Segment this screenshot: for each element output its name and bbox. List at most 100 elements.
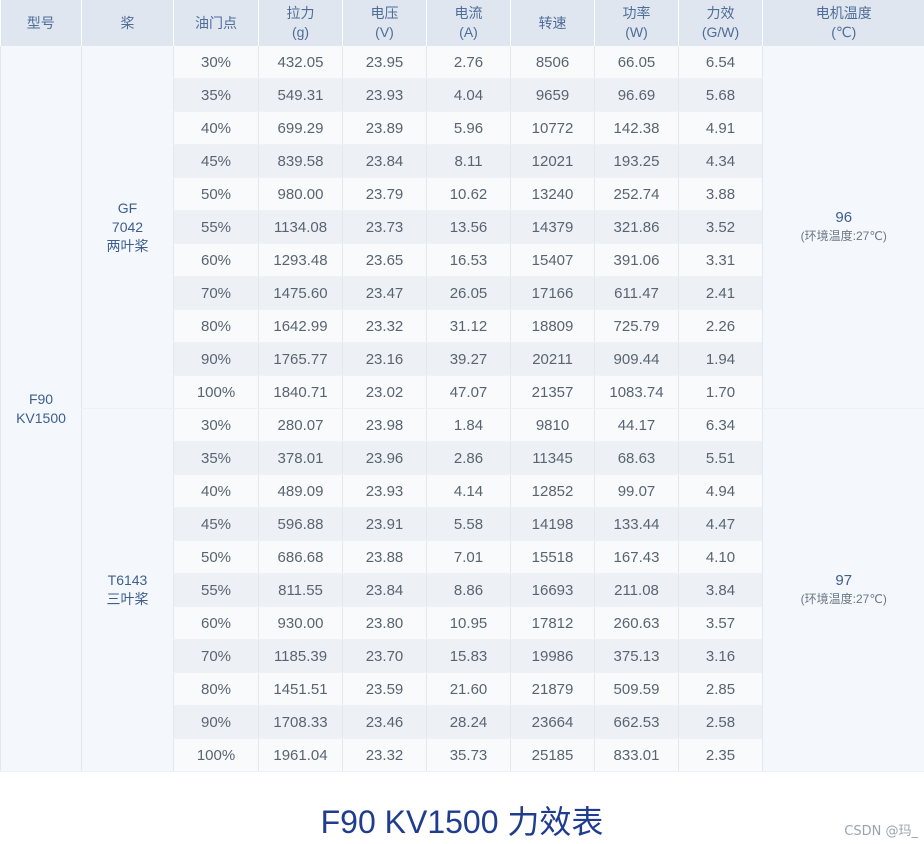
efficiency-cell: 6.54 (678, 46, 763, 79)
current-cell: 16.53 (426, 243, 511, 277)
throttle-cell: 45% (173, 507, 259, 541)
throttle-cell: 60% (173, 243, 259, 277)
header-thrust: 拉力 (g) (258, 0, 343, 46)
efficiency-cell: 4.34 (678, 144, 763, 178)
power-cell: 611.47 (594, 276, 679, 310)
efficiency-cell: 2.41 (678, 276, 763, 310)
efficiency-cell: 4.91 (678, 111, 763, 145)
rpm-cell: 17812 (510, 606, 595, 640)
rpm-cell: 21357 (510, 375, 595, 409)
thrust-cell: 280.07 (258, 408, 343, 442)
power-cell: 375.13 (594, 639, 679, 673)
voltage-cell: 23.84 (342, 144, 427, 178)
voltage-cell: 23.46 (342, 705, 427, 739)
table-row: 45% 839.58 23.84 8.11 12021 193.25 4.34 (1, 144, 924, 178)
thrust-cell: 1475.60 (258, 276, 343, 310)
thrust-cell: 489.09 (258, 474, 343, 508)
table-row: 70% 1475.60 23.47 26.05 17166 611.47 2.41 (1, 276, 924, 310)
throttle-cell: 100% (173, 738, 259, 772)
current-cell: 2.76 (426, 46, 511, 79)
efficiency-cell: 2.35 (678, 738, 763, 772)
thrust-cell: 1840.71 (258, 375, 343, 409)
voltage-cell: 23.59 (342, 672, 427, 706)
table-row: 80% 1451.51 23.59 21.60 21879 509.59 2.85 (1, 672, 924, 706)
efficiency-cell: 4.94 (678, 474, 763, 508)
power-cell: 66.05 (594, 46, 679, 79)
thrust-cell: 1293.48 (258, 243, 343, 277)
table-row: T6143 三叶桨 30% 280.07 23.98 1.84 9810 44.17 6.34 9… (1, 408, 924, 772)
power-cell: 1083.74 (594, 375, 679, 409)
rpm-cell: 15407 (510, 243, 595, 277)
efficiency-cell: 1.70 (678, 375, 763, 409)
efficiency-cell: 6.34 (678, 408, 763, 442)
motor-temp-value: 97 (835, 572, 853, 589)
efficiency-cell: 5.51 (678, 441, 763, 475)
thrust-cell: 930.00 (258, 606, 343, 640)
throttle-cell: 40% (173, 474, 259, 508)
thrust-cell: 686.68 (258, 540, 343, 574)
table-row: 60% 930.00 23.80 10.95 17812 260.63 3.57 (1, 606, 924, 640)
voltage-cell: 23.73 (342, 210, 427, 244)
efficiency-cell: 2.85 (678, 672, 763, 706)
table-row: 45% 596.88 23.91 5.58 14198 133.44 4.47 (1, 507, 924, 541)
throttle-cell: 35% (173, 441, 259, 475)
thrust-cell: 1134.08 (258, 210, 343, 244)
current-cell: 2.86 (426, 441, 511, 475)
power-cell: 833.01 (594, 738, 679, 772)
current-cell: 15.83 (426, 639, 511, 673)
table-row: 55% 1134.08 23.73 13.56 14379 321.86 3.52 (1, 210, 924, 244)
motor-efficiency-table: 型号 桨 油门点 拉力 (g) 电压 (V) 电流 (A) 转速 功率 (W) 力效 (G… (0, 0, 924, 772)
efficiency-cell: 5.68 (678, 78, 763, 112)
table-row: 90% 1708.33 23.46 28.24 23664 662.53 2.58 (1, 705, 924, 739)
throttle-cell: 70% (173, 639, 259, 673)
table-row: 35% 378.01 23.96 2.86 11345 68.63 5.51 (1, 441, 924, 475)
voltage-cell: 23.98 (342, 408, 427, 442)
current-cell: 28.24 (426, 705, 511, 739)
efficiency-cell: 4.47 (678, 507, 763, 541)
current-cell: 5.96 (426, 111, 511, 145)
thrust-cell: 432.05 (258, 46, 343, 79)
current-cell: 8.11 (426, 144, 511, 178)
voltage-cell: 23.79 (342, 177, 427, 211)
power-cell: 391.06 (594, 243, 679, 277)
table-row: 60% 1293.48 23.65 16.53 15407 391.06 3.31 (1, 243, 924, 277)
current-cell: 7.01 (426, 540, 511, 574)
throttle-cell: 90% (173, 705, 259, 739)
throttle-cell: 35% (173, 78, 259, 112)
table-row: 70% 1185.39 23.70 15.83 19986 375.13 3.16 (1, 639, 924, 673)
current-cell: 13.56 (426, 210, 511, 244)
header-throttle: 油门点 (173, 0, 259, 46)
efficiency-cell: 4.10 (678, 540, 763, 574)
table-row: 40% 699.29 23.89 5.96 10772 142.38 4.91 (1, 111, 924, 145)
table-row: 90% 1765.77 23.16 39.27 20211 909.44 1.94 (1, 342, 924, 376)
power-cell: 167.43 (594, 540, 679, 574)
efficiency-cell: 3.88 (678, 177, 763, 211)
current-cell: 4.14 (426, 474, 511, 508)
voltage-cell: 23.95 (342, 46, 427, 79)
motor-temp-cell: 97 (环境温度:27℃) (762, 408, 924, 772)
header-row: 型号 桨 油门点 拉力 (g) 电压 (V) 电流 (A) 转速 功率 (W) 力效 (G… (0, 0, 924, 46)
current-cell: 47.07 (426, 375, 511, 409)
throttle-cell: 55% (173, 573, 259, 607)
voltage-cell: 23.88 (342, 540, 427, 574)
throttle-cell: 80% (173, 309, 259, 343)
current-cell: 8.86 (426, 573, 511, 607)
prop-cell: GF 7042 两叶桨 (81, 46, 174, 409)
current-cell: 31.12 (426, 309, 511, 343)
efficiency-cell: 3.84 (678, 573, 763, 607)
voltage-cell: 23.89 (342, 111, 427, 145)
current-cell: 35.73 (426, 738, 511, 772)
header-rpm: 转速 (510, 0, 595, 46)
prop-cell: T6143 三叶桨 (81, 408, 174, 772)
power-cell: 99.07 (594, 474, 679, 508)
ambient-temp-note: (环境温度:27℃) (800, 229, 887, 243)
current-cell: 39.27 (426, 342, 511, 376)
rpm-cell: 14379 (510, 210, 595, 244)
table-row: 35% 549.31 23.93 4.04 9659 96.69 5.68 (1, 78, 924, 112)
thrust-cell: 596.88 (258, 507, 343, 541)
voltage-cell: 23.02 (342, 375, 427, 409)
power-cell: 725.79 (594, 309, 679, 343)
power-cell: 252.74 (594, 177, 679, 211)
rpm-cell: 18809 (510, 309, 595, 343)
voltage-cell: 23.65 (342, 243, 427, 277)
